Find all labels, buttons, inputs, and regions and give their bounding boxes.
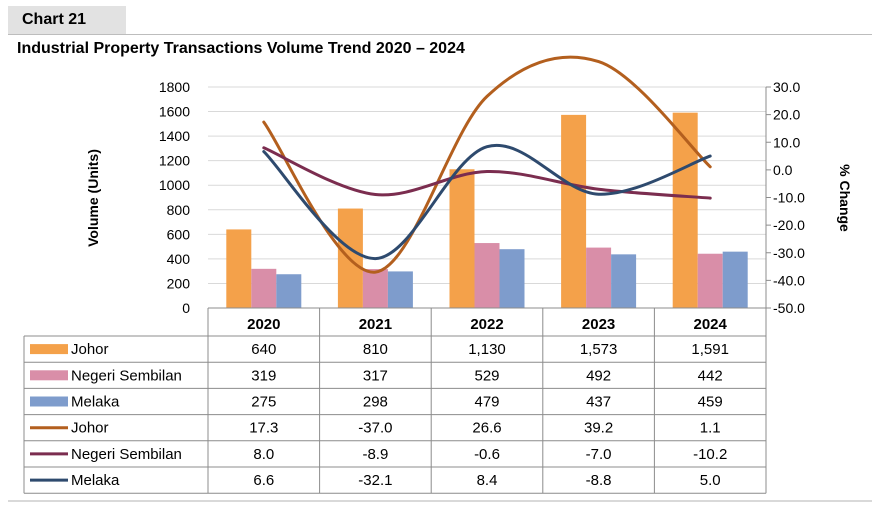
- table-cell-value: 26.6: [472, 420, 501, 437]
- bar-negeri-sembilan: [251, 268, 277, 308]
- table-cell-value: -8.8: [586, 472, 612, 489]
- table-cell-value: 492: [586, 367, 611, 384]
- table-cell-value: -8.9: [362, 446, 388, 463]
- y2-axis-title: % Change: [837, 164, 853, 232]
- bar-negeri-sembilan: [586, 247, 612, 308]
- chart-lines: [262, 55, 712, 274]
- bar-johor: [561, 114, 587, 309]
- chart-axes: 0 200 400 600 800 1000 1200 1400 1600 1800 -50.0 -4…: [85, 79, 853, 316]
- chart-number-tag: Chart 21: [8, 6, 126, 34]
- data-table: 2020 2021 2022 2023 2024 Johor 640 810 1,130 1,57…: [23, 307, 767, 494]
- bar-negeri-sembilan: [362, 269, 388, 308]
- y-tick-label: 1600: [159, 104, 190, 120]
- legend-label-negeri-sembilan: Negeri Sembilan: [71, 367, 182, 384]
- table-cell-value: 5.0: [700, 472, 721, 489]
- table-header-year: 2022: [470, 316, 503, 333]
- footer-divider: [8, 500, 872, 502]
- y2-tick-label: -40.0: [773, 272, 805, 288]
- table-cell-value: 8.4: [477, 472, 498, 489]
- legend-label-negeri-sembilan: Negeri Sembilan: [71, 446, 182, 463]
- y2-tick-label: -30.0: [773, 245, 805, 261]
- y-tick-label: 1400: [159, 128, 190, 144]
- table-cell-value: 6.6: [253, 472, 274, 489]
- y-tick-label: 0: [182, 300, 190, 316]
- table-cell-value: 298: [363, 394, 388, 411]
- bar-negeri-sembilan: [697, 253, 723, 308]
- y2-tick-label: -10.0: [773, 190, 805, 206]
- table-cell-value: 17.3: [249, 420, 278, 437]
- table-cell-value: -10.2: [693, 446, 727, 463]
- table-cell-value: 437: [586, 394, 611, 411]
- table-cell-value: 1,591: [691, 341, 729, 358]
- legend-swatch-melaka: [30, 396, 68, 407]
- bar-johor: [449, 169, 475, 308]
- table-cell-value: 459: [698, 394, 723, 411]
- legend-swatch-johor: [30, 344, 68, 355]
- y-tick-label: 800: [167, 202, 191, 218]
- y2-tick-label: -20.0: [773, 217, 805, 233]
- table-cell-value: 319: [251, 367, 276, 384]
- table-cell-value: 8.0: [253, 446, 274, 463]
- chart-title: Industrial Property Transactions Volume …: [17, 40, 465, 57]
- bar-melaka: [611, 254, 637, 308]
- bar-melaka: [722, 251, 748, 308]
- table-header-year: 2020: [247, 316, 280, 333]
- y2-tick-label: 10.0: [773, 134, 800, 150]
- y-tick-label: 1200: [159, 153, 190, 169]
- table-cell-value: -7.0: [586, 446, 612, 463]
- chart-bars: [226, 112, 748, 309]
- legend-label-johor: Johor: [71, 420, 109, 437]
- table-cell-value: 640: [251, 341, 276, 358]
- y2-tick-label: 30.0: [773, 79, 800, 95]
- bar-melaka: [276, 274, 302, 308]
- bar-melaka: [387, 271, 413, 308]
- table-cell-value: -37.0: [358, 420, 392, 437]
- legend-label-melaka: Melaka: [71, 394, 120, 411]
- y2-tick-label: -50.0: [773, 300, 805, 316]
- y-tick-label: 1000: [159, 177, 190, 193]
- table-cell-value: 1,573: [580, 341, 618, 358]
- table-cell-value: 39.2: [584, 420, 613, 437]
- table-cell-value: 479: [474, 394, 499, 411]
- table-cell-value: 529: [474, 367, 499, 384]
- legend-label-johor: Johor: [71, 341, 109, 358]
- y2-tick-label: 0.0: [773, 162, 793, 178]
- bar-melaka: [499, 249, 525, 308]
- header-divider: [8, 34, 872, 35]
- line-negeri-sembilan-pct-change: [262, 146, 712, 200]
- table-cell-value: 442: [698, 367, 723, 384]
- y-tick-label: 1800: [159, 79, 190, 95]
- table-cell-value: -32.1: [358, 472, 392, 489]
- legend-label-melaka: Melaka: [71, 472, 120, 489]
- table-cell-value: 1.1: [700, 420, 721, 437]
- table-header-year: 2024: [694, 316, 728, 333]
- bar-negeri-sembilan: [474, 243, 500, 308]
- line-melaka-pct-change: [262, 143, 712, 261]
- y-axis-title: Volume (Units): [85, 149, 101, 247]
- bar-johor: [226, 229, 252, 308]
- line-johor-pct-change: [262, 55, 712, 274]
- table-header-year: 2023: [582, 316, 615, 333]
- y-tick-label: 600: [167, 226, 191, 242]
- table-cell-value: 317: [363, 367, 388, 384]
- table-cell-value: 810: [363, 341, 388, 358]
- bar-johor: [672, 112, 698, 308]
- y2-tick-label: 20.0: [773, 107, 800, 123]
- table-cell-value: 1,130: [468, 341, 506, 358]
- legend-swatch-negeri-sembilan: [30, 370, 68, 381]
- table-cell-value: 275: [251, 394, 276, 411]
- table-cell-value: -0.6: [474, 446, 500, 463]
- table-header-year: 2021: [359, 316, 392, 333]
- y-tick-label: 400: [167, 251, 191, 267]
- y-tick-label: 200: [167, 275, 191, 291]
